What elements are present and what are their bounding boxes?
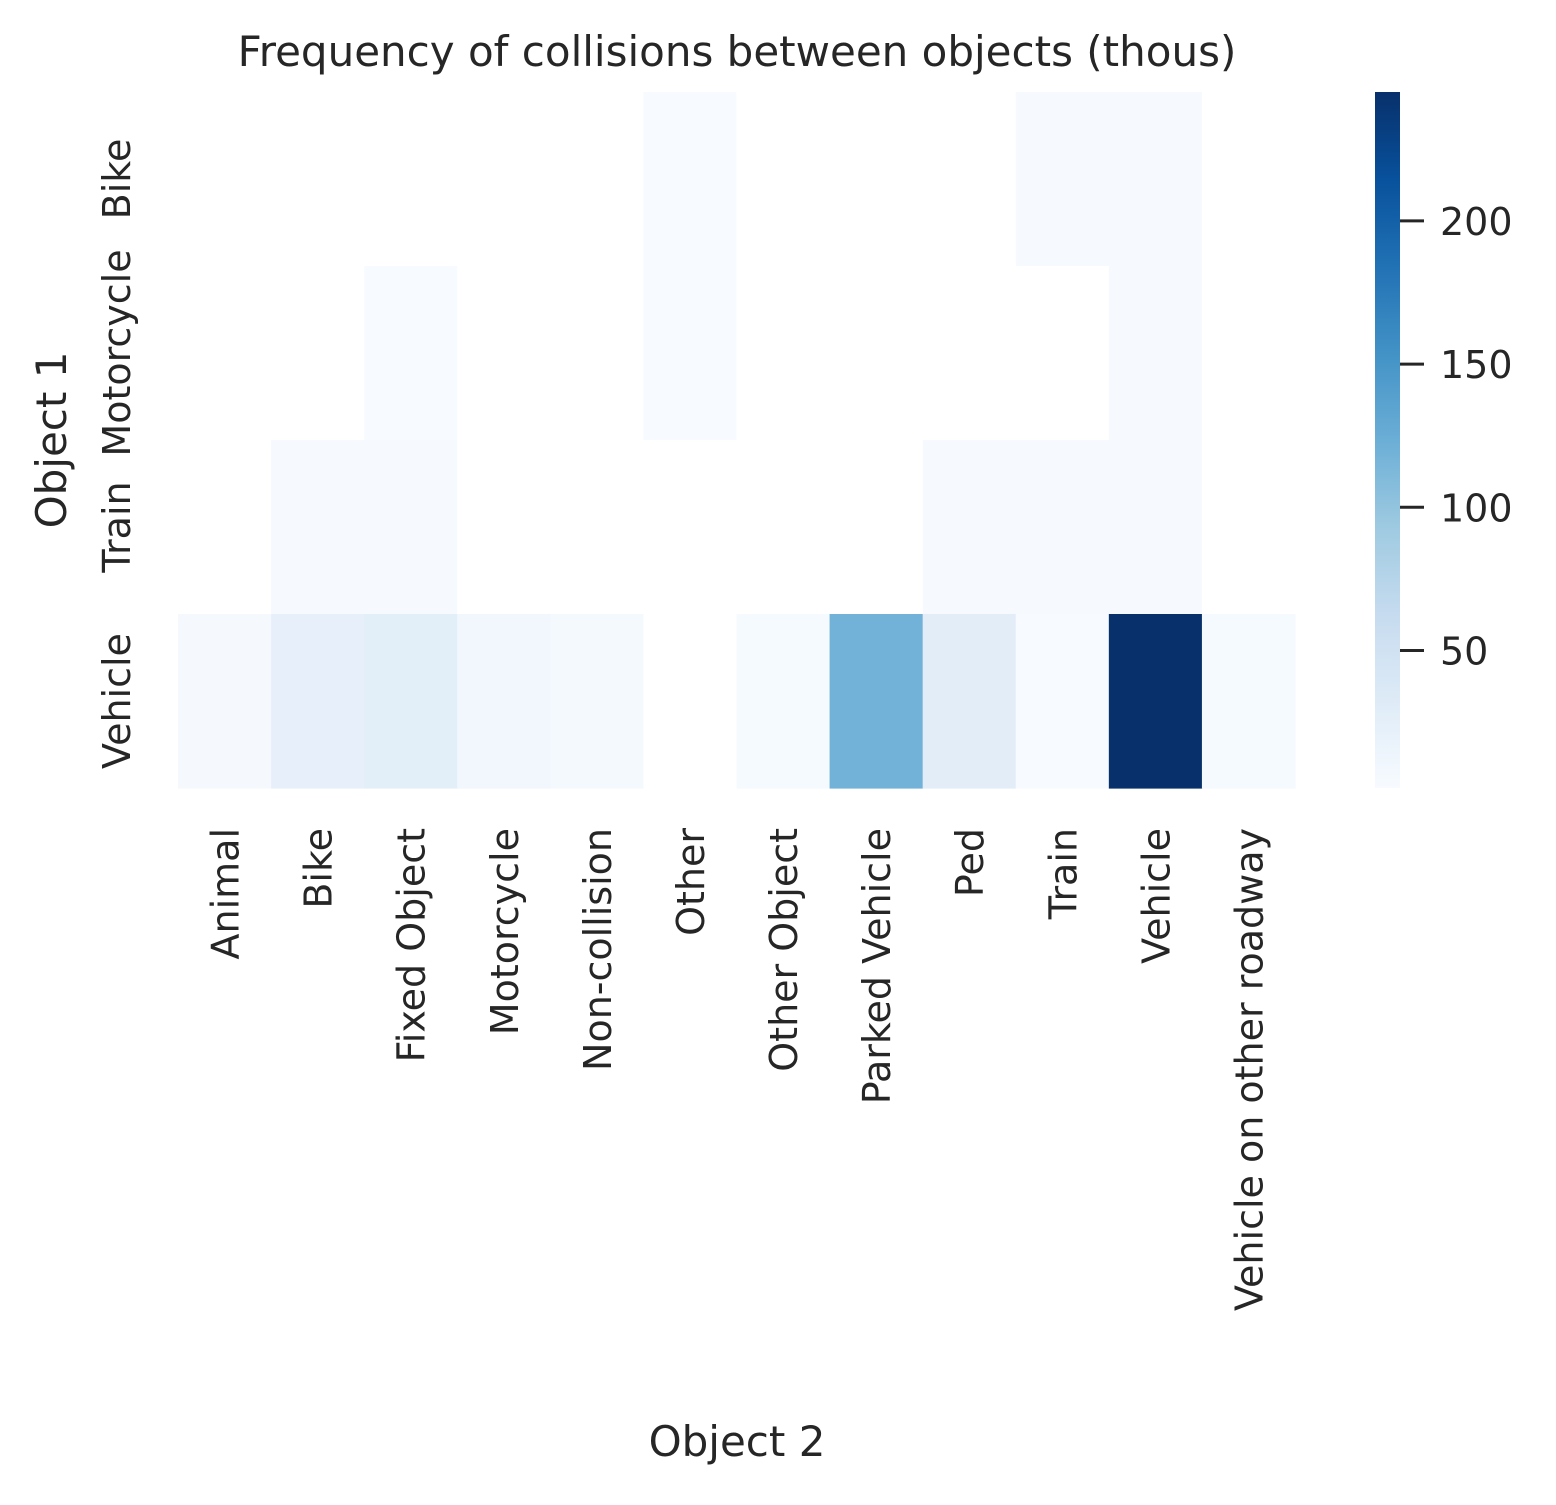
x-tick-label: Motorcycle: [483, 828, 527, 1035]
heatmap-cell-motorcycle-parked-vehicle: [829, 266, 924, 441]
heatmap-cell-train-train: [1015, 440, 1110, 615]
heatmap-cell-bike-other: [643, 92, 738, 267]
y-tick-label: Bike: [95, 139, 139, 220]
heatmap-cell-vehicle-vehicle: [1108, 614, 1203, 789]
heatmap-cell-bike-bike: [271, 92, 365, 267]
heatmap-cell-motorcycle-animal: [178, 266, 272, 441]
x-tick-label: Other Object: [762, 828, 806, 1072]
y-tick-labels: Bike Motorcycle Train Vehicle: [95, 139, 139, 769]
heatmap-cell-motorcycle-other: [643, 266, 738, 441]
heatmap-cell-vehicle-train: [1015, 614, 1110, 789]
colorbar-tick-label: 150: [1440, 343, 1513, 387]
colorbar-tick-label: 100: [1440, 486, 1513, 530]
heatmap-cell-motorcycle-vehicle: [1108, 266, 1203, 441]
heatmap-cell-train-parked-vehicle: [829, 440, 924, 615]
heatmap-cell-train-fixed-object: [364, 440, 458, 615]
heatmap-cell-motorcycle-fixed-object: [364, 266, 458, 441]
colorbar-ticks: 50 100 150 200: [1400, 200, 1513, 674]
heatmap-cell-vehicle-bike: [271, 614, 365, 789]
heatmap-cell-vehicle-motorcycle: [457, 614, 551, 789]
heatmap-cell-motorcycle-ped: [922, 266, 1017, 441]
heatmap-cell-vehicle-vehicle-on-other-roadway: [1201, 614, 1296, 789]
heatmap-cell-train-other-object: [736, 440, 831, 615]
heatmap-cell-motorcycle-non-collision: [550, 266, 645, 441]
heatmap-cell-train-other: [643, 440, 738, 615]
y-tick-label: Motorcycle: [95, 249, 139, 456]
heatmap-cell-train-vehicle-on-other-roadway: [1201, 440, 1296, 615]
heatmap-cell-motorcycle-train: [1015, 266, 1110, 441]
heatmap-cell-bike-fixed-object: [364, 92, 458, 267]
x-tick-label: Non-collision: [576, 828, 620, 1071]
heatmap-cell-vehicle-other-object: [736, 614, 831, 789]
heatmap-cell-train-motorcycle: [457, 440, 551, 615]
colorbar-tick-label: 200: [1440, 200, 1513, 244]
heatmap-cell-vehicle-non-collision: [550, 614, 645, 789]
heatmap-cell-vehicle-animal: [178, 614, 272, 789]
heatmap-cell-vehicle-fixed-object: [364, 614, 458, 789]
heatmap-cell-train-animal: [178, 440, 272, 615]
x-tick-label: Ped: [948, 828, 992, 897]
heatmap-cell-bike-train: [1015, 92, 1110, 267]
heatmap-cell-motorcycle-bike: [271, 266, 365, 441]
x-tick-label: Parked Vehicle: [855, 828, 899, 1104]
heatmap-cell-bike-vehicle-on-other-roadway: [1201, 92, 1296, 267]
heatmap-cell-train-ped: [922, 440, 1017, 615]
heatmap-cell-bike-other-object: [736, 92, 831, 267]
heatmap-cell-bike-parked-vehicle: [829, 92, 924, 267]
x-tick-labels: Animal Bike Fixed Object Motorcycle Non-coll…: [204, 828, 1272, 1311]
heatmap-cell-train-vehicle: [1108, 440, 1203, 615]
colorbar-tick-label: 50: [1440, 630, 1488, 674]
heatmap-cell-vehicle-other: [643, 614, 738, 789]
heatmap-cell-vehicle-ped: [922, 614, 1017, 789]
y-axis-label: Object 1: [27, 352, 76, 529]
heatmap-cell-train-non-collision: [550, 440, 645, 615]
x-tick-label: Train: [1041, 828, 1085, 920]
heatmap-cell-vehicle-parked-vehicle: [829, 614, 924, 789]
y-tick-label: Train: [95, 481, 139, 573]
chart-title: Frequency of collisions between objects …: [238, 27, 1237, 76]
heatmap-cell-motorcycle-other-object: [736, 266, 831, 441]
x-tick-label: Animal: [204, 828, 248, 960]
x-tick-label: Fixed Object: [390, 828, 434, 1062]
x-tick-label: Vehicle: [1134, 828, 1178, 964]
colorbar: [1375, 92, 1400, 788]
heatmap-cell-bike-non-collision: [550, 92, 645, 267]
heatmap-cell-motorcycle-vehicle-on-other-roadway: [1201, 266, 1296, 441]
heatmap-cell-motorcycle-motorcycle: [457, 266, 551, 441]
heatmap-cell-train-bike: [271, 440, 365, 615]
x-tick-label: Bike: [297, 828, 341, 909]
y-tick-label: Vehicle: [95, 633, 139, 769]
heatmap-cell-bike-motorcycle: [457, 92, 551, 267]
x-axis-label: Object 2: [649, 1417, 826, 1466]
heatmap-cell-bike-animal: [178, 92, 272, 267]
heatmap-cell-bike-vehicle: [1108, 92, 1203, 267]
x-tick-label: Vehicle on other roadway: [1228, 828, 1272, 1311]
x-tick-label: Other: [669, 828, 713, 936]
heatmap-cell-bike-ped: [922, 92, 1017, 267]
heatmap-cells: [178, 92, 1296, 789]
